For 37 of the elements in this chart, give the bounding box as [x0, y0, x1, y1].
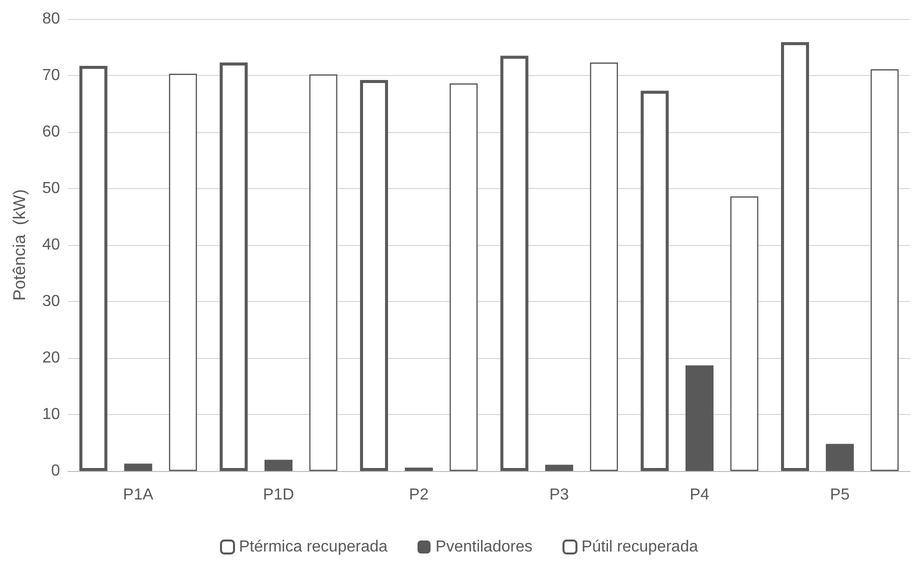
x-tick-label: P2: [409, 486, 429, 504]
legend-label: Ptérmica recuperada: [239, 538, 388, 556]
x-tick-label: P3: [549, 486, 570, 504]
bar: [730, 196, 758, 471]
bar: [79, 66, 108, 471]
y-tick-label: 40: [42, 236, 60, 254]
bar: [220, 62, 248, 471]
bar: [168, 74, 197, 471]
x-tick-label: P5: [830, 486, 850, 504]
x-tick-label: P4: [690, 486, 710, 504]
y-tick-label: 0: [51, 462, 60, 480]
y-tick-label: 20: [42, 350, 60, 366]
y-tick-label: 10: [42, 406, 60, 423]
bar: [450, 83, 478, 471]
y-axis-title: Potência (kW): [10, 189, 29, 301]
bar: [826, 444, 854, 471]
y-tick-label: 70: [42, 67, 60, 84]
legend-label: Pútil recuperada: [581, 538, 698, 556]
bar: [590, 62, 618, 471]
y-tick-label: 60: [42, 124, 60, 140]
bar: [124, 464, 152, 471]
x-tick-label: P1D: [262, 486, 294, 504]
bar: [686, 365, 714, 471]
bar: [500, 56, 528, 471]
y-tick-label: 30: [42, 293, 60, 310]
bar: [545, 464, 574, 471]
x-tick-label: P1A: [123, 486, 154, 504]
bar: [360, 80, 388, 471]
bar: [404, 468, 433, 471]
y-tick-label: 50: [42, 180, 60, 197]
bar: [781, 42, 810, 471]
bar: [870, 69, 899, 471]
bar: [309, 74, 338, 471]
bar: [640, 90, 669, 471]
legend-label: Pventiladores: [436, 538, 532, 556]
bar: [264, 460, 292, 471]
y-tick-label: 80: [42, 10, 60, 28]
